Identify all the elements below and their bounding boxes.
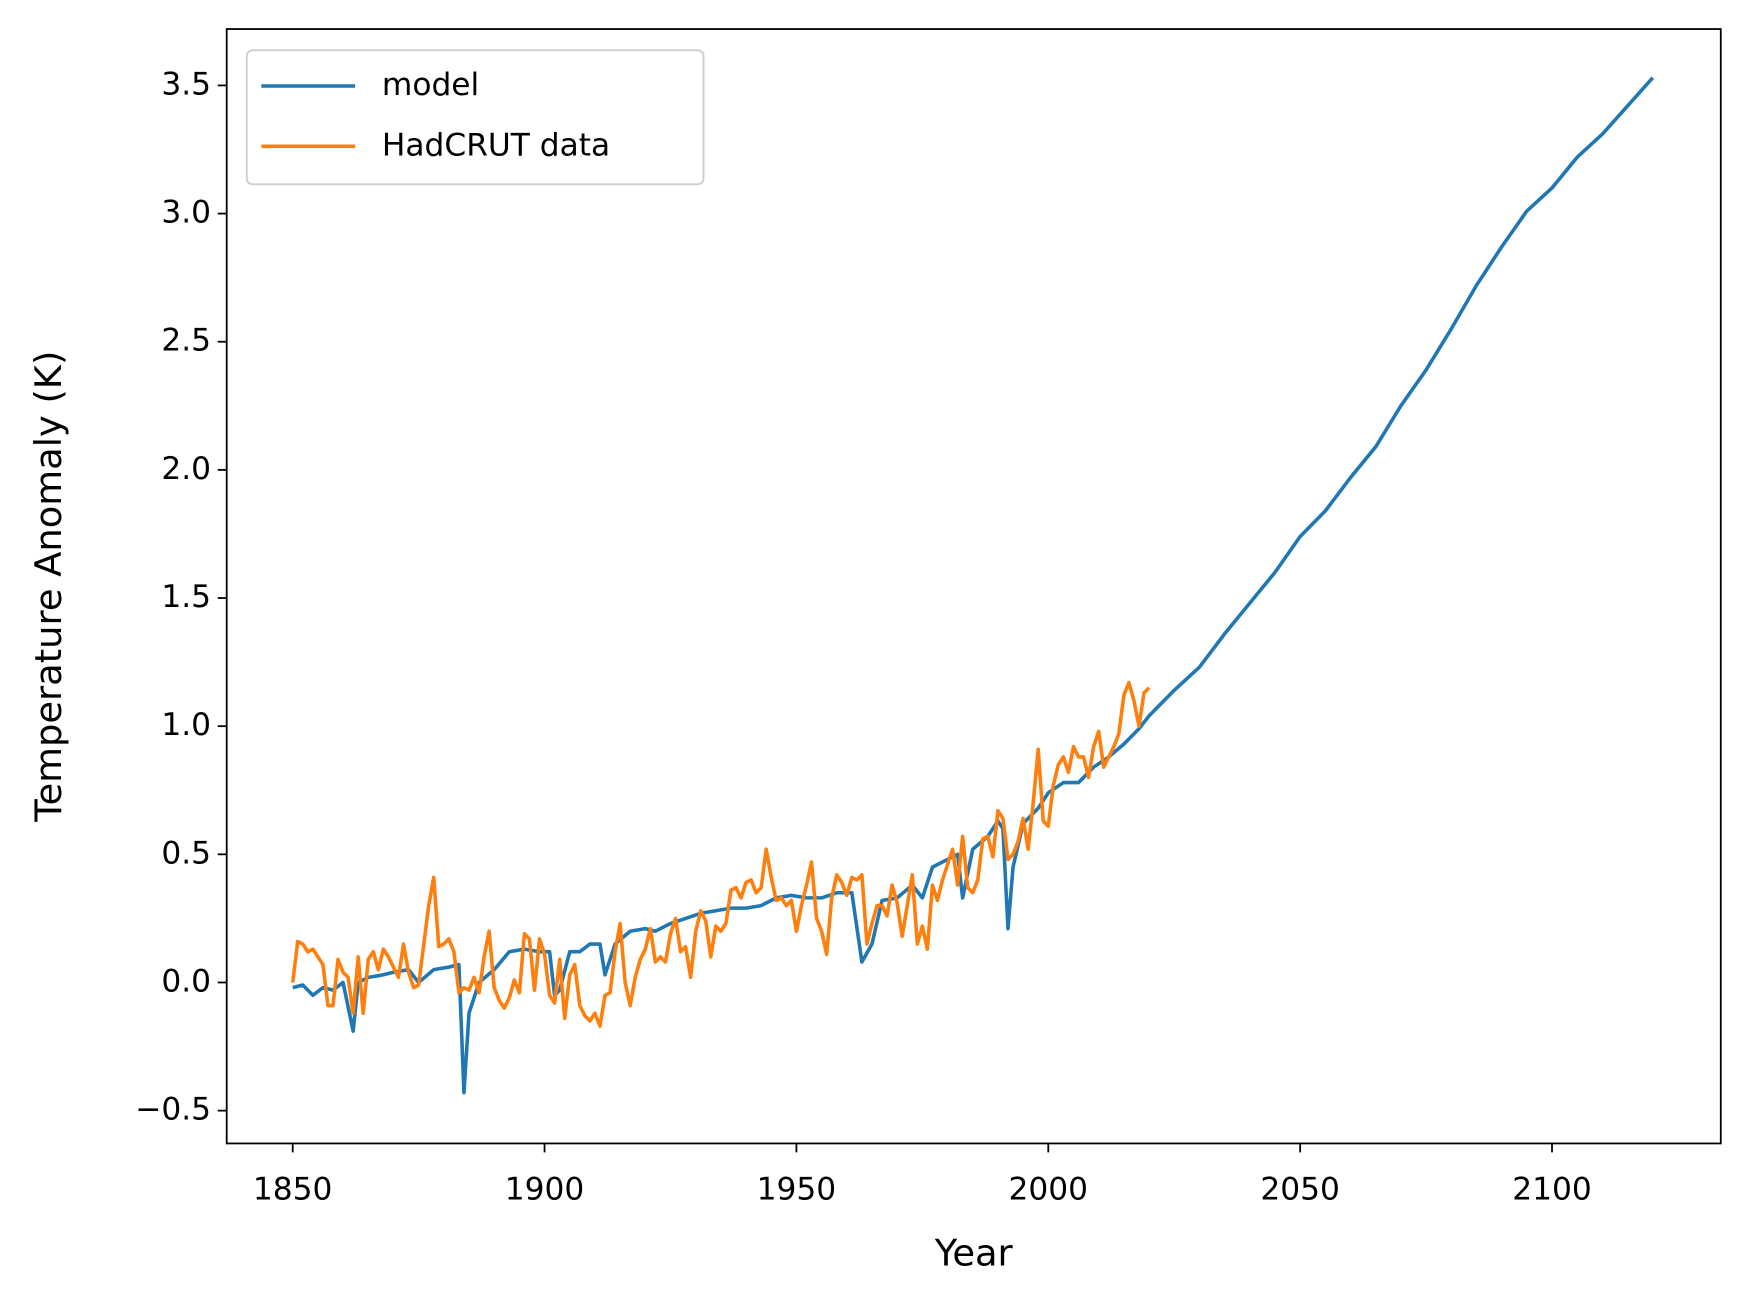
y-tick-label: 2.5	[161, 323, 211, 359]
plot-frame	[225, 28, 1722, 1145]
legend-label: model	[382, 67, 479, 103]
x-tick-label: 1900	[505, 1171, 585, 1207]
data-line	[290, 680, 1151, 1028]
legend-label: HadCRUT data	[382, 127, 610, 163]
y-tick-label: 0.5	[161, 835, 211, 871]
y-tick-label: 2.0	[161, 451, 211, 487]
y-axis-label: Temperature Anomaly (K)	[27, 351, 70, 823]
y-tick-label: 1.0	[161, 707, 211, 743]
y-tick-label: 3.0	[161, 195, 211, 231]
y-tick-label: 0.0	[161, 963, 211, 999]
x-tick-label: 2000	[1009, 1171, 1089, 1207]
y-tick-label: 1.5	[161, 579, 211, 615]
y-tick-label: 3.5	[161, 66, 211, 102]
x-tick-label: 2100	[1512, 1171, 1592, 1207]
y-tick-label: −0.5	[135, 1092, 211, 1128]
x-axis-label: Year	[934, 1232, 1014, 1275]
x-tick-label: 2050	[1260, 1171, 1340, 1207]
x-tick-label: 1850	[253, 1171, 333, 1207]
legend-box	[245, 49, 705, 186]
x-tick-label: 1950	[757, 1171, 837, 1207]
